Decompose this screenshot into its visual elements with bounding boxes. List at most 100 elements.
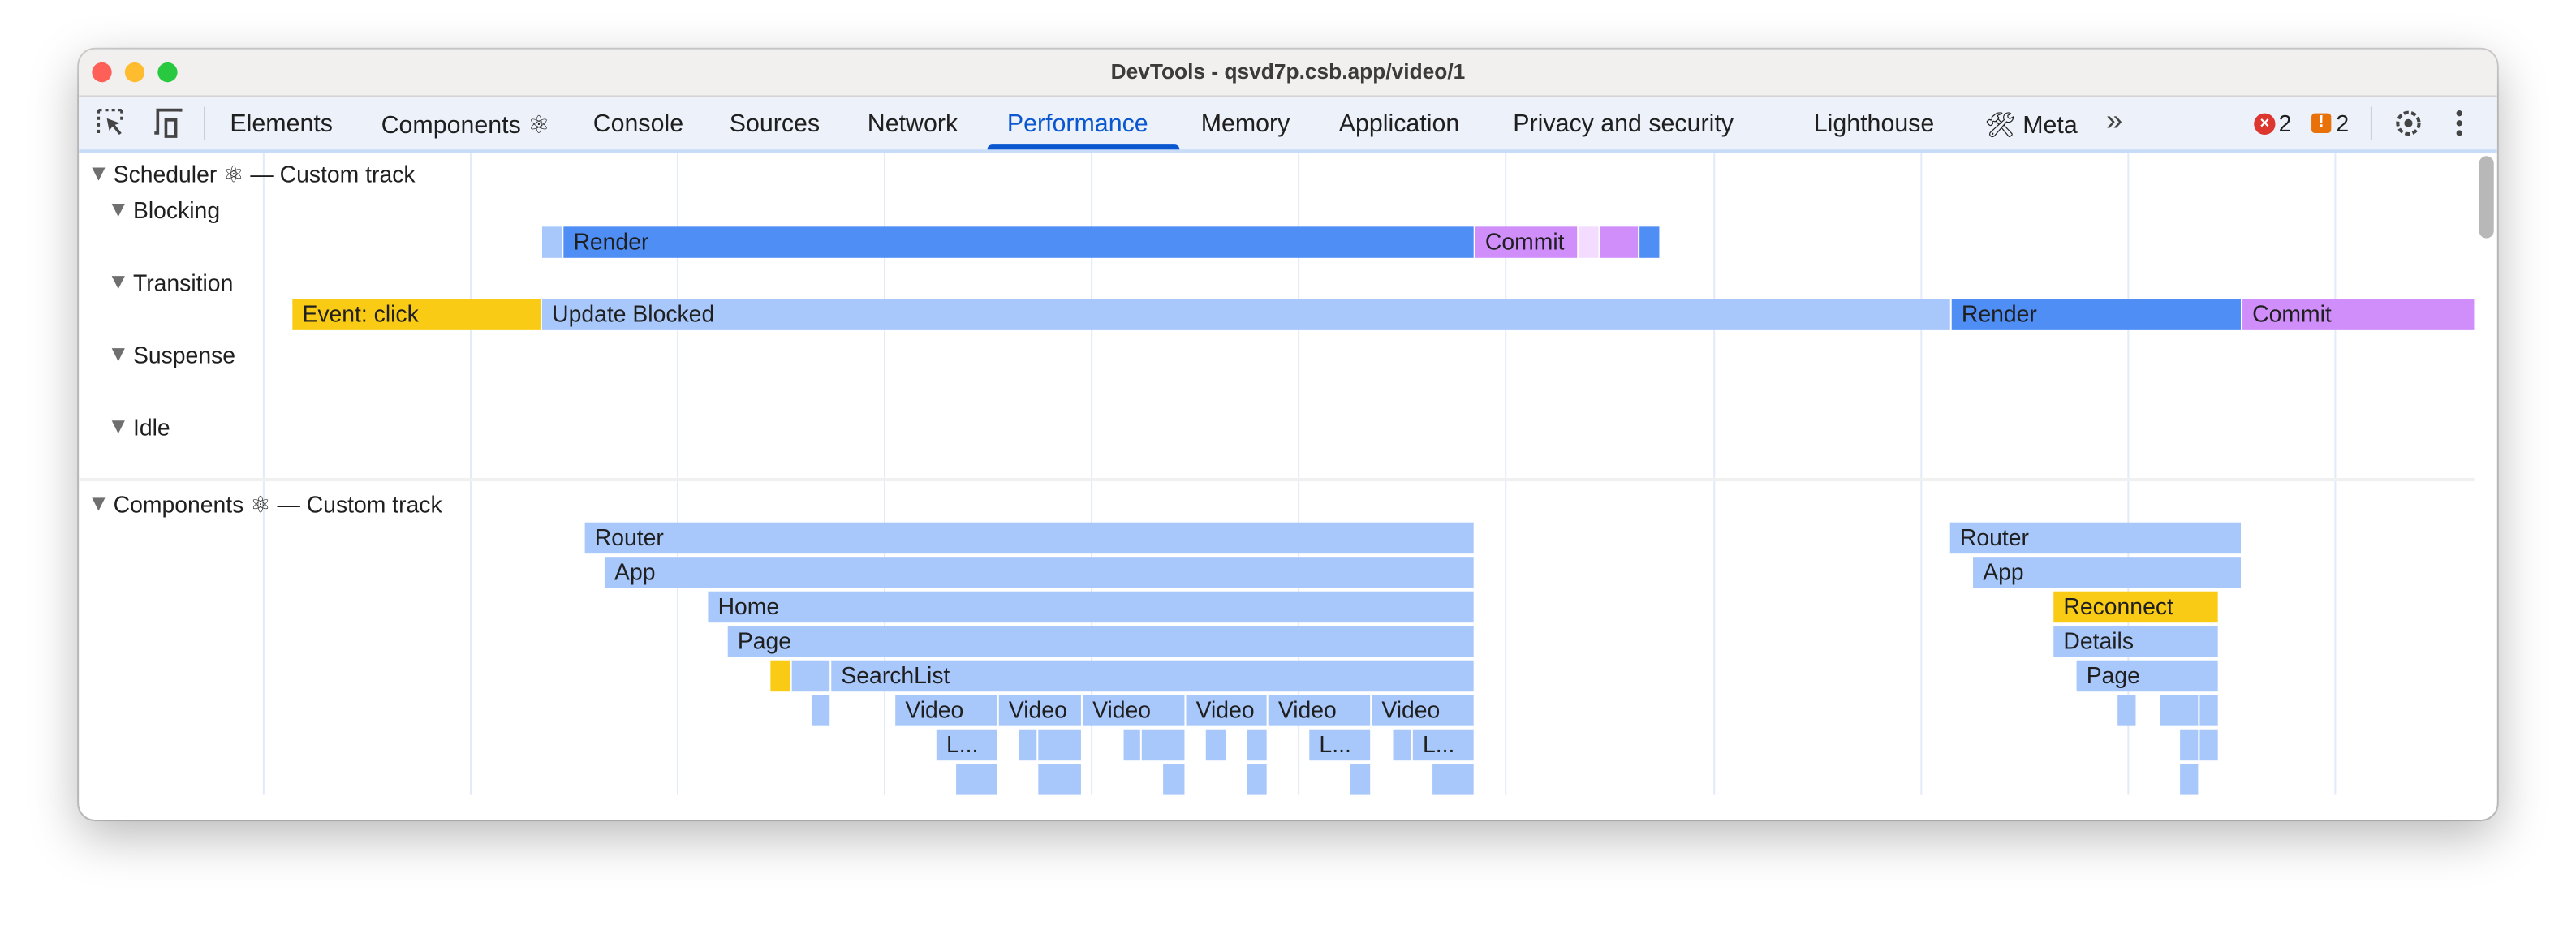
component-render-bar[interactable]: Page <box>727 626 1474 657</box>
component-render-bar[interactable] <box>1123 729 1140 761</box>
component-render-bar[interactable]: Video <box>1372 695 1474 726</box>
components-track-header[interactable]: Components ⚛ — Custom track <box>92 491 442 519</box>
component-render-bar[interactable]: Video <box>1082 695 1185 726</box>
component-render-bar[interactable] <box>2199 729 2218 761</box>
component-render-bar[interactable]: L... <box>936 729 997 761</box>
component-render-bar[interactable]: L... <box>1309 729 1371 761</box>
active-tab-indicator <box>987 144 1180 150</box>
tab-meta[interactable]: 🛠 Meta <box>1984 111 2078 140</box>
component-render-bar[interactable]: Page <box>2076 660 2218 692</box>
component-render-bar[interactable]: SearchList <box>831 660 1474 692</box>
component-render-bar[interactable] <box>1350 764 1371 795</box>
gridline <box>1713 153 1716 795</box>
component-render-bar[interactable] <box>791 660 830 692</box>
component-render-bar[interactable]: Video <box>1186 695 1267 726</box>
tab-elements[interactable]: Elements <box>230 110 333 139</box>
collapse-triangle-icon <box>111 420 125 434</box>
gridline <box>469 153 472 795</box>
blocking-lane-bar[interactable]: Render <box>563 226 1474 258</box>
lane-idle[interactable]: Idle <box>111 414 170 441</box>
component-render-bar[interactable] <box>1393 729 1411 761</box>
tab-memory[interactable]: Memory <box>1200 110 1290 139</box>
device-toolbar-icon[interactable] <box>151 107 187 140</box>
tab-privacy-and-security[interactable]: Privacy and security <box>1513 110 1734 139</box>
component-render-bar[interactable] <box>1163 764 1185 795</box>
component-render-bar[interactable]: Details <box>2053 626 2218 657</box>
transition-lane-bar[interactable]: Commit <box>2242 299 2475 330</box>
gridline <box>1505 153 1507 795</box>
collapse-triangle-icon <box>92 167 106 181</box>
track-divider <box>79 478 2475 482</box>
component-render-bar[interactable] <box>2180 764 2199 795</box>
component-render-bar[interactable] <box>2160 695 2199 726</box>
toolbar-divider <box>2370 106 2372 140</box>
blocking-lane-bar[interactable]: Commit <box>1475 226 1578 258</box>
component-render-bar[interactable] <box>1038 729 1081 761</box>
minimize-window-button[interactable] <box>124 62 145 83</box>
collapse-triangle-icon <box>111 204 125 217</box>
component-render-bar[interactable] <box>1205 729 1226 761</box>
blocking-lane-bar[interactable] <box>1579 226 1599 258</box>
lane-transition[interactable]: Transition <box>111 269 234 296</box>
component-render-bar[interactable] <box>1247 764 1267 795</box>
scheduler-track-header[interactable]: Scheduler ⚛ — Custom track <box>92 161 416 188</box>
component-render-bar[interactable] <box>770 660 790 692</box>
tab-console[interactable]: Console <box>592 110 684 139</box>
component-render-bar[interactable]: App <box>1973 557 2242 588</box>
gridline <box>1298 153 1300 795</box>
component-render-bar[interactable] <box>1141 729 1185 761</box>
component-render-bar[interactable] <box>1038 764 1081 795</box>
component-render-bar[interactable] <box>1432 764 1474 795</box>
component-render-bar[interactable] <box>956 764 997 795</box>
component-render-bar[interactable]: Reconnect <box>2053 591 2218 623</box>
lane-label: Transition <box>132 269 234 296</box>
lane-suspense[interactable]: Suspense <box>111 342 235 368</box>
more-options-kebab-icon[interactable] <box>2454 109 2464 138</box>
component-render-bar[interactable]: Video <box>895 695 997 726</box>
tab-performance[interactable]: Performance <box>1006 110 1148 139</box>
close-window-button[interactable] <box>92 62 112 83</box>
gridline <box>2334 153 2337 795</box>
error-icon: × <box>2254 112 2276 134</box>
component-render-bar[interactable]: Video <box>998 695 1081 726</box>
transition-lane-bar[interactable]: Render <box>1951 299 2242 330</box>
component-render-bar[interactable] <box>811 695 830 726</box>
lane-blocking[interactable]: Blocking <box>111 197 220 223</box>
transition-lane-bar[interactable]: Update Blocked <box>541 299 1950 330</box>
zoom-window-button[interactable] <box>157 62 178 83</box>
components-track-title: Components ⚛ — Custom track <box>113 491 442 518</box>
warning-icon: ! <box>2311 113 2332 133</box>
lane-label: Idle <box>132 414 170 441</box>
component-render-bar[interactable] <box>2199 695 2218 726</box>
blocking-lane-bar[interactable] <box>1639 226 1660 258</box>
tab-application[interactable]: Application <box>1338 110 1460 139</box>
gridline <box>884 153 886 795</box>
component-render-bar[interactable]: Router <box>1949 522 2242 554</box>
tab-components[interactable]: Components ⚛ <box>381 111 550 140</box>
component-render-bar[interactable]: Router <box>584 522 1474 554</box>
component-render-bar[interactable]: App <box>604 557 1474 588</box>
component-render-bar[interactable] <box>2180 729 2199 761</box>
performance-timeline[interactable]: Scheduler ⚛ — Custom track Blocking Tran… <box>79 153 2497 795</box>
tab-sources[interactable]: Sources <box>729 110 821 139</box>
tab-lighthouse[interactable]: Lighthouse <box>1813 110 1935 139</box>
settings-gear-icon[interactable] <box>2392 107 2424 140</box>
gridline <box>262 153 265 795</box>
component-render-bar[interactable] <box>1019 729 1037 761</box>
inspect-element-icon[interactable] <box>95 107 127 140</box>
tab-network[interactable]: Network <box>867 110 958 139</box>
component-render-bar[interactable]: Video <box>1268 695 1371 726</box>
transition-lane-bar[interactable]: Event: click <box>292 299 541 330</box>
toolbar-divider <box>204 106 206 140</box>
warning-counter[interactable]: ! 2 <box>2311 110 2349 136</box>
more-tabs-chevron-icon[interactable]: » <box>2106 103 2123 137</box>
blocking-lane-bar[interactable] <box>1600 226 1639 258</box>
component-render-bar[interactable] <box>1247 729 1267 761</box>
component-render-bar[interactable]: L... <box>1412 729 1474 761</box>
error-counter[interactable]: × 2 <box>2254 110 2291 136</box>
vertical-scrollbar[interactable] <box>2479 156 2494 239</box>
component-render-bar[interactable] <box>2117 695 2136 726</box>
component-render-bar[interactable]: Home <box>708 591 1474 623</box>
blocking-lane-bar[interactable] <box>541 226 562 258</box>
collapse-triangle-icon <box>111 276 125 290</box>
